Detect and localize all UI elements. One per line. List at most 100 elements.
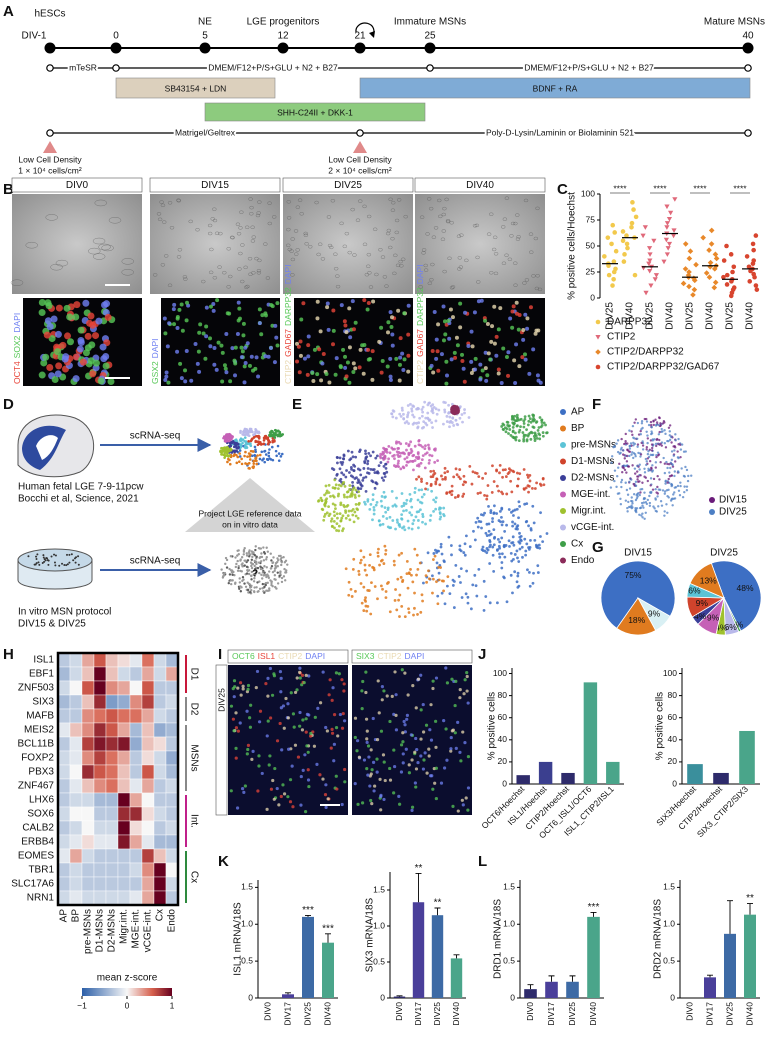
heatmap-cell: [130, 807, 142, 821]
query-umap-point: [260, 568, 262, 570]
sample-umap-point: [679, 481, 681, 483]
fluorescent-cell: [257, 754, 260, 757]
sample-umap-point: [651, 443, 653, 445]
stain-name: CTIP2: [415, 360, 425, 384]
query-umap-point: [281, 581, 283, 583]
panel-letter: I: [218, 646, 222, 663]
umap-point: [451, 485, 454, 488]
query-umap-point: [250, 565, 252, 567]
sample-umap-point: [648, 495, 650, 497]
row-label: PBX3: [28, 767, 54, 778]
heatmap-cell: [154, 779, 166, 793]
umap-point: [435, 580, 438, 583]
fluorescent-cell: [478, 378, 482, 382]
heatmap-cell: [82, 667, 94, 681]
fluorescent-cell: [331, 342, 335, 346]
fluorescent-cell: [435, 767, 438, 770]
umap-point: [493, 504, 496, 507]
fluorescent-cell: [185, 318, 189, 322]
fluorescent-cell: [398, 803, 401, 806]
umap-point: [381, 495, 384, 498]
umap-point: [435, 496, 438, 499]
error-bar: [416, 873, 422, 902]
fluorescent-cell: [329, 678, 332, 681]
umap-point: [418, 465, 421, 468]
sample-umap-point: [645, 512, 647, 514]
sample-umap-point: [620, 486, 622, 488]
umap-point: [448, 592, 451, 595]
query-umap-point: [241, 556, 243, 558]
umap-point: [391, 490, 394, 493]
sample-umap-point: [670, 436, 672, 438]
sample-umap-point: [631, 500, 633, 502]
heatmap-cell: [94, 793, 106, 807]
heatmap-cell: [142, 807, 154, 821]
heatmap-cell: [82, 695, 94, 709]
heatmap-cell: [166, 849, 178, 863]
heatmap-cell: [118, 849, 130, 863]
fluorescent-cell: [381, 685, 384, 688]
fluorescent-cell: [407, 693, 410, 696]
reference-umap-point: [255, 463, 258, 466]
umap-point: [416, 554, 419, 557]
fluorescent-cell: [287, 716, 290, 719]
error-bar: [549, 976, 555, 982]
umap-point: [398, 554, 401, 557]
group-label: MSNs: [188, 744, 199, 771]
heatmap-cell: [70, 751, 82, 765]
fluorescent-cell: [432, 680, 435, 683]
legend-marker: [595, 335, 600, 340]
umap-point: [440, 543, 443, 546]
fluorescent-cell: [358, 365, 362, 369]
fluorescent-cell: [348, 345, 352, 349]
umap-point: [471, 483, 474, 486]
dish-cell: [75, 556, 77, 558]
query-umap-point: [274, 564, 276, 566]
umap-point: [353, 469, 356, 472]
umap-point: [416, 407, 419, 410]
heatmap-cell: [58, 751, 70, 765]
umap-point: [430, 421, 433, 424]
heatmap-cell: [58, 835, 70, 849]
fluorescent-cell: [291, 765, 294, 768]
fluorescent-cell: [436, 322, 440, 326]
fluorescent-cell: [435, 797, 438, 800]
row-label: SLC17A6: [11, 879, 54, 890]
umap-point: [518, 439, 521, 442]
reference-umap-point: [247, 440, 250, 443]
umap-point: [325, 497, 328, 500]
fluorescent-cell: [304, 810, 307, 813]
reference-umap-point: [236, 442, 239, 445]
fluorescent-cell: [394, 714, 397, 717]
umap-point: [394, 599, 397, 602]
sample-umap-point: [679, 485, 681, 487]
umap-point: [351, 476, 354, 479]
umap-point: [397, 465, 400, 468]
umap-point: [508, 545, 511, 548]
umap-point: [411, 450, 414, 453]
umap-point: [376, 482, 379, 485]
fluorescent-cell: [204, 324, 208, 328]
umap-point: [391, 415, 394, 418]
legend-label: Endo: [571, 555, 595, 566]
media-label: mTeSR: [69, 62, 97, 72]
sample-umap-point: [653, 424, 655, 426]
umap-point: [518, 431, 521, 434]
fluorescent-cell: [425, 724, 428, 727]
pie-title: DIV25: [710, 548, 738, 559]
fluorescent-cell: [483, 319, 487, 323]
density-marker: [43, 141, 57, 153]
fluorescent-cell: [445, 373, 449, 377]
umap-point: [438, 572, 441, 575]
umap-point: [505, 475, 508, 478]
x-tick-label: DIV40: [451, 1002, 461, 1026]
umap-point: [461, 413, 464, 416]
umap-point: [377, 548, 380, 551]
sample-umap-point: [658, 478, 660, 480]
y-tick-label: 1.5: [663, 882, 675, 892]
dish-cell: [68, 562, 70, 564]
umap-point: [358, 573, 361, 576]
reference-umap-point: [271, 446, 274, 449]
